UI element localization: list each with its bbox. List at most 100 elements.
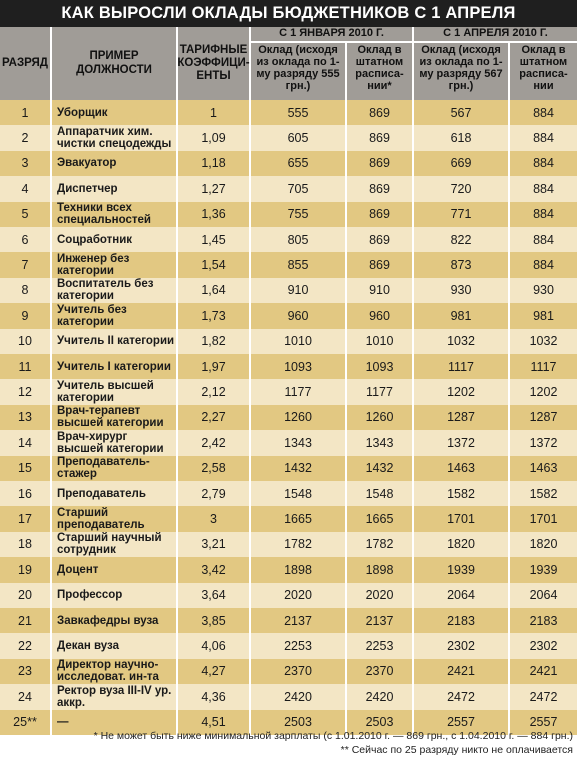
cell-jan-staff-salary: 2137 (347, 608, 414, 634)
cell-grade: 14 (0, 430, 52, 456)
table-row: 15 Преподаватель-стажер 2,58 1432 1432 1463 14… (0, 455, 577, 481)
cell-jan-base-salary: 1665 (251, 506, 347, 532)
header-jan-base-salary: Оклад (исходя из оклада по 1-му разряду … (251, 41, 347, 100)
cell-apr-base-salary: 930 (414, 277, 510, 304)
table-row: 20 Профессор 3,64 2020 2020 2064 2064 (0, 582, 577, 608)
cell-apr-base-salary: 2557 (414, 709, 510, 735)
cell-position: — (52, 709, 178, 735)
cell-apr-staff-salary: 1032 (510, 328, 577, 354)
cell-jan-base-salary: 2020 (251, 582, 347, 608)
cell-jan-base-salary: 855 (251, 252, 347, 278)
cell-jan-base-salary: 1548 (251, 481, 347, 507)
header-apr-staff-salary: Оклад в штатном расписа-нии (510, 41, 577, 100)
cell-apr-base-salary: 1202 (414, 379, 510, 405)
cell-apr-base-salary: 1939 (414, 557, 510, 583)
cell-position: Инженер без категории (52, 252, 178, 278)
cell-apr-staff-salary: 1372 (510, 430, 577, 456)
cell-coefficient: 2,79 (178, 481, 251, 507)
cell-grade: 19 (0, 557, 52, 583)
cell-apr-base-salary: 1287 (414, 404, 510, 431)
cell-apr-base-salary: 2472 (414, 684, 510, 710)
cell-position: Преподаватель (52, 481, 178, 507)
cell-apr-staff-salary: 1287 (510, 404, 577, 431)
footnote-grade-25: ** Сейчас по 25 разряду никто не оплачив… (340, 744, 573, 756)
header-jan-staff-salary: Оклад в штатном расписа-нии* (347, 41, 414, 100)
cell-apr-staff-salary: 1463 (510, 455, 577, 481)
cell-position: Воспитатель без категории (52, 277, 178, 304)
cell-apr-base-salary: 981 (414, 303, 510, 329)
cell-position: Диспетчер (52, 176, 178, 202)
cell-jan-base-salary: 1260 (251, 404, 347, 431)
cell-apr-base-salary: 669 (414, 150, 510, 177)
cell-jan-base-salary: 605 (251, 125, 347, 151)
cell-jan-base-salary: 2137 (251, 608, 347, 634)
cell-apr-staff-salary: 884 (510, 125, 577, 151)
header-grade: РАЗРЯД (0, 27, 52, 100)
cell-jan-staff-salary: 910 (347, 277, 414, 304)
table-row: 21 Завкафедры вуза 3,85 2137 2137 2183 2183 (0, 608, 577, 634)
cell-position: Учитель I категории (52, 354, 178, 380)
cell-grade: 23 (0, 658, 52, 685)
cell-position: Завкафедры вуза (52, 608, 178, 634)
cell-grade: 8 (0, 277, 52, 304)
cell-grade: 24 (0, 684, 52, 710)
cell-jan-base-salary: 2253 (251, 633, 347, 659)
cell-grade: 13 (0, 404, 52, 431)
table-row: 5 Техники всех специальностей 1,36 755 869 77… (0, 201, 577, 227)
cell-apr-base-salary: 771 (414, 201, 510, 227)
cell-jan-staff-salary: 2253 (347, 633, 414, 659)
cell-position: Техники всех специальностей (52, 201, 178, 227)
table-row: 23 Директор научно-исследоват. ин-та 4,27 2… (0, 658, 577, 685)
cell-position: Старший научный сотрудник (52, 531, 178, 558)
cell-grade: 22 (0, 633, 52, 659)
cell-position: Уборщик (52, 100, 178, 126)
cell-coefficient: 3 (178, 506, 251, 532)
cell-coefficient: 4,36 (178, 684, 251, 710)
cell-apr-staff-salary: 2421 (510, 658, 577, 685)
table-row: 13 Врач-терапевт высшей категории 2,27 1260… (0, 404, 577, 431)
cell-coefficient: 1,82 (178, 328, 251, 354)
cell-position: Старший преподаватель (52, 506, 178, 532)
table-row: 17 Старший преподаватель 3 1665 1665 1701 1701 (0, 506, 577, 532)
cell-jan-staff-salary: 869 (347, 176, 414, 202)
cell-apr-base-salary: 618 (414, 125, 510, 151)
table-row: 16 Преподаватель 2,79 1548 1548 1582 1582 (0, 481, 577, 507)
cell-coefficient: 2,12 (178, 379, 251, 405)
cell-coefficient: 2,58 (178, 455, 251, 481)
cell-grade: 2 (0, 125, 52, 151)
cell-apr-staff-salary: 981 (510, 303, 577, 329)
cell-apr-staff-salary: 1117 (510, 354, 577, 380)
cell-apr-base-salary: 1701 (414, 506, 510, 532)
cell-jan-base-salary: 1343 (251, 430, 347, 456)
table-row: 14 Врач-хирург высшей категории 2,42 1343 13… (0, 430, 577, 456)
cell-position: Доцент (52, 557, 178, 583)
table-title: КАК ВЫРОСЛИ ОКЛАДЫ БЮДЖЕТНИКОВ С 1 АПРЕЛ… (0, 0, 577, 27)
cell-apr-staff-salary: 2557 (510, 709, 577, 735)
cell-apr-staff-salary: 1582 (510, 481, 577, 507)
cell-jan-staff-salary: 1665 (347, 506, 414, 532)
cell-apr-staff-salary: 884 (510, 201, 577, 227)
cell-jan-base-salary: 805 (251, 227, 347, 253)
cell-apr-base-salary: 2421 (414, 658, 510, 685)
cell-jan-base-salary: 1782 (251, 531, 347, 558)
cell-coefficient: 1,36 (178, 201, 251, 227)
cell-apr-staff-salary: 1820 (510, 531, 577, 558)
table-row: 22 Декан вуза 4,06 2253 2253 2302 2302 (0, 633, 577, 659)
cell-jan-staff-salary: 960 (347, 303, 414, 329)
cell-grade: 4 (0, 176, 52, 202)
cell-jan-base-salary: 655 (251, 150, 347, 177)
cell-coefficient: 4,51 (178, 709, 251, 735)
cell-grade: 7 (0, 252, 52, 278)
cell-position: Учитель без категории (52, 303, 178, 329)
table-row: 7 Инженер без категории 1,54 855 869 873 884 (0, 252, 577, 278)
table-row: 11 Учитель I категории 1,97 1093 1093 1117 111… (0, 354, 577, 380)
cell-position: Профессор (52, 582, 178, 608)
cell-coefficient: 3,85 (178, 608, 251, 634)
cell-coefficient: 4,27 (178, 658, 251, 685)
cell-jan-staff-salary: 869 (347, 201, 414, 227)
table-row: 25** —4,51 2503 2503 2557 2557 (0, 709, 577, 735)
cell-jan-base-salary: 1898 (251, 557, 347, 583)
cell-position: Соцработник (52, 227, 178, 253)
cell-grade: 6 (0, 227, 52, 253)
cell-jan-base-salary: 960 (251, 303, 347, 329)
